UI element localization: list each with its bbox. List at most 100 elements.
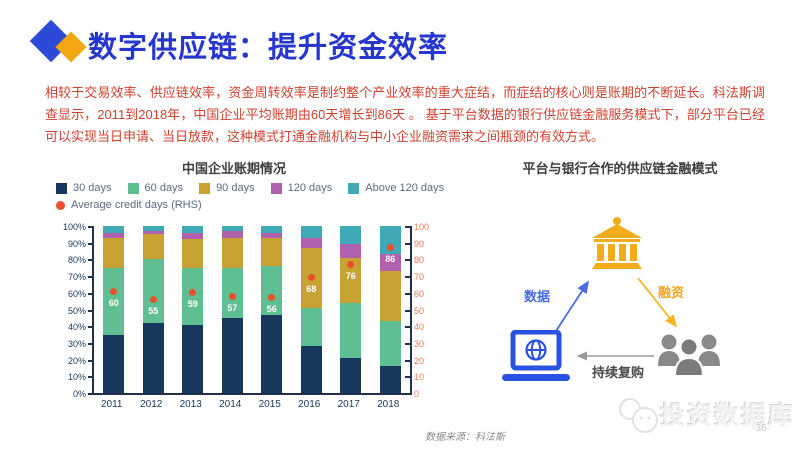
stacked-bar-2018: 86 (379, 226, 401, 393)
average-credit-dot (149, 296, 157, 304)
y-left-tick-mark (88, 326, 93, 329)
page-number: -36- (752, 423, 770, 434)
stacked-bar-2015: 56 (261, 226, 283, 393)
bank-icon (592, 217, 642, 269)
y-left-tick: 70% (67, 272, 86, 283)
y-right-tick-mark (405, 259, 410, 262)
bar-segment (221, 237, 243, 268)
average-credit-dot (110, 287, 118, 295)
diagram-panel: 平台与银行合作的供应链金融模式 数据 融资 持续复购 (452, 158, 788, 406)
data-arrow-label: 数据 (524, 289, 551, 304)
bar-segment (300, 237, 322, 248)
bar-segment (379, 271, 401, 322)
bar-segment (379, 254, 401, 272)
legend-row-series: 30 days 60 days 90 days 120 days Above 120 d… (56, 182, 444, 194)
y-left-tick-mark (88, 242, 93, 245)
y-right-tick: 90 (414, 238, 425, 249)
bar-segment (379, 226, 401, 255)
legend-swatch-icon (127, 182, 139, 194)
y-right-tick-mark (405, 292, 410, 295)
average-credit-value: 76 (345, 271, 356, 282)
y-left-tick-mark (88, 276, 93, 279)
y-right-tick: 100 (414, 222, 430, 232)
y-left-tick: 10% (67, 372, 86, 383)
bar-segment (300, 346, 322, 393)
y-right-tick: 40 (414, 322, 425, 333)
y-left-tick: 100% (62, 222, 86, 232)
average-credit-value: 56 (266, 304, 277, 315)
x-axis-tick: 2016 (298, 399, 321, 410)
y-left-tick: 0% (72, 389, 86, 399)
stacked-bar-2017: 76 (340, 226, 362, 393)
x-axis-labels: 2011 2012 2013 2014 2015 2016 2017 2018 (92, 399, 408, 410)
intro-paragraph: 相较于交易效率、供应链效率，资金周转效率是制约整个产业效率的重大症结，而症结的核… (45, 85, 765, 144)
bar-segment (182, 324, 204, 393)
x-axis-tick: 2018 (377, 399, 400, 410)
chart-plot: 100% 90% 80% 70% 60% 50% 40% 30% 20% 10% 0% 100 90 8… (56, 222, 429, 426)
legend-item: Above 120 days (348, 182, 444, 194)
legend-label: 60 days (144, 182, 184, 194)
bar-segment (340, 357, 362, 393)
bar-segment (142, 322, 164, 393)
y-right-tick: 30 (414, 338, 425, 349)
average-credit-dot (307, 274, 315, 282)
bar-segment (261, 232, 283, 238)
y-right-tick: 70 (414, 272, 425, 283)
legend-swatch-icon (348, 182, 360, 194)
bar-segment (103, 232, 125, 238)
y-left-tick-mark (88, 376, 93, 379)
diagram-arrows (553, 277, 678, 361)
stacked-bar-2011: 60 (103, 226, 125, 393)
stacked-bar-2016: 68 (300, 226, 322, 393)
legend-label: 120 days (287, 182, 333, 194)
y-right-tick-mark (405, 242, 410, 245)
y-left-tick-mark (88, 226, 93, 228)
bar-segment (261, 226, 283, 233)
legend-item: 120 days (270, 182, 333, 194)
legend-label: 90 days (216, 182, 255, 194)
stacked-bar-2013: 59 (182, 226, 204, 393)
legend-item: 90 days (199, 182, 255, 194)
bar-segment (379, 321, 401, 367)
bar-segment (142, 226, 164, 232)
bar-segment (142, 259, 164, 323)
legend-item: 30 days (56, 182, 112, 194)
y-left-tick: 30% (67, 338, 86, 349)
average-credit-value: 60 (108, 297, 119, 308)
average-credit-value: 55 (148, 306, 159, 317)
x-axis-tick: 2011 (100, 399, 123, 410)
watermark-text: 投资数据库 (660, 402, 796, 430)
legend-item-average: Average credit days (RHS) (56, 199, 202, 211)
bar-segment (221, 226, 243, 232)
bar-segment (221, 231, 243, 238)
y-right-tick: 50 (414, 305, 425, 316)
bar-segment (182, 232, 204, 240)
bar-segment (340, 302, 362, 358)
bar-segment (182, 239, 204, 268)
y-right-tick-mark (405, 359, 410, 362)
y-left-tick-mark (88, 393, 93, 395)
laptop-globe-icon (502, 330, 570, 381)
y-left-tick-mark (88, 359, 93, 362)
x-axis-tick: 2014 (219, 399, 242, 410)
legend-row-average: Average credit days (RHS) (56, 199, 428, 211)
y-left-tick-mark (88, 292, 93, 295)
y-right-tick-mark (405, 226, 410, 228)
source-note: 数据来源：科法斯 (425, 432, 505, 443)
x-axis-tick: 2012 (140, 399, 163, 410)
bar-segment (340, 226, 362, 245)
repurchase-arrow-label: 持续复购 (592, 365, 645, 380)
people-icon (658, 334, 720, 377)
bar-segment (103, 226, 125, 233)
title-diamond-icon (29, 19, 94, 70)
data-arrow (553, 280, 589, 335)
average-credit-dot (386, 244, 394, 252)
average-credit-value: 86 (385, 254, 396, 265)
average-credit-value: 59 (187, 299, 198, 310)
bar-segment (261, 237, 283, 267)
legend-item: 60 days (127, 182, 184, 194)
average-credit-dot (347, 261, 355, 269)
y-left-tick: 90% (67, 238, 86, 249)
bar-segment (103, 237, 125, 268)
